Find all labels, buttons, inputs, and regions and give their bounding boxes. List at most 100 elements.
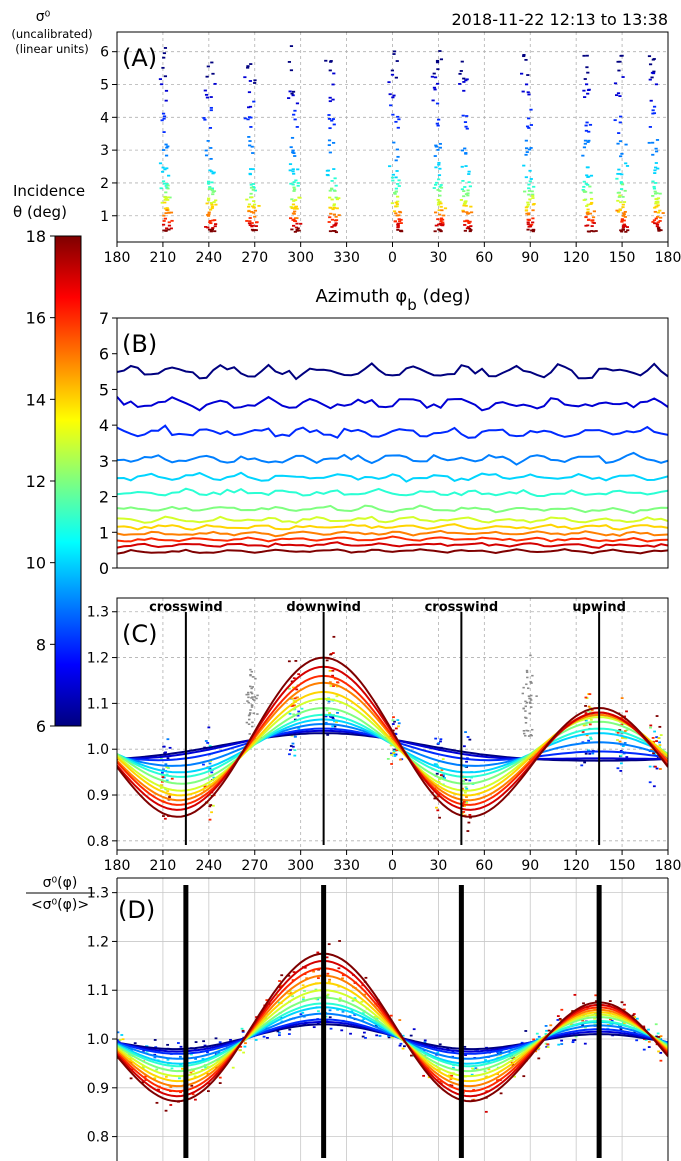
scatter-point	[532, 186, 535, 188]
scatter-point	[624, 190, 627, 192]
scatter-point	[292, 187, 295, 189]
scatter-point	[331, 180, 334, 182]
scatter-point	[130, 1077, 133, 1079]
scatter-point	[247, 210, 250, 212]
scatter-point	[329, 100, 332, 102]
x-tick-label: 60	[475, 250, 493, 266]
scatter-point	[250, 187, 253, 189]
scatter-point	[392, 723, 395, 725]
scatter-point	[394, 121, 397, 123]
scatter-point	[207, 66, 210, 68]
scatter-point	[333, 225, 336, 227]
scatter-point	[657, 227, 660, 229]
scatter-point	[205, 150, 208, 152]
scatter-point	[204, 90, 207, 92]
scatter-point	[289, 713, 292, 715]
x-tick-label: 210	[150, 250, 177, 266]
scatter-point	[464, 792, 467, 794]
scatter-point	[394, 221, 397, 223]
scatter-point	[660, 1035, 663, 1037]
scatter-point	[400, 222, 403, 224]
scatter-point	[313, 1026, 316, 1028]
scatter-point	[653, 106, 656, 108]
scatter-point	[657, 204, 660, 206]
scatter-point	[643, 1049, 646, 1051]
scatter-point	[292, 225, 295, 227]
scatter-point	[616, 173, 619, 175]
scatter-point	[434, 145, 437, 147]
scatter-point	[527, 219, 530, 221]
scatter-point	[324, 60, 327, 62]
scatter-point	[326, 709, 329, 711]
scatter-point	[584, 1043, 587, 1045]
scatter-point	[329, 152, 332, 154]
scatter-point	[657, 1033, 660, 1035]
scatter-point	[621, 76, 624, 78]
scatter-point	[349, 1033, 352, 1035]
scatter-point	[250, 184, 253, 186]
scatter-point	[328, 144, 331, 146]
scatter-point	[301, 708, 304, 710]
scatter-point	[394, 206, 397, 208]
scatter-point	[649, 79, 652, 81]
scatter-point	[292, 150, 295, 152]
scatter-point	[391, 96, 394, 98]
scatter-point	[250, 692, 252, 694]
scatter-point	[436, 103, 439, 105]
scatter-point	[621, 206, 624, 208]
scatter-point	[326, 973, 329, 975]
scatter-point	[210, 96, 213, 98]
scatter-point	[396, 229, 399, 231]
scatter-point	[211, 193, 214, 195]
scatter-point	[524, 735, 526, 737]
x-tick-label: 240	[195, 858, 222, 874]
scatter-point	[535, 695, 537, 697]
scatter-point	[525, 722, 527, 724]
scatter-point	[214, 199, 217, 201]
scatter-point	[588, 753, 591, 755]
scatter-point	[177, 1042, 180, 1044]
scatter-point	[618, 195, 621, 197]
scatter-point	[522, 687, 524, 689]
scatter-point	[207, 198, 210, 200]
scatter-point	[659, 1060, 662, 1062]
scatter-point	[229, 1039, 232, 1041]
scatter-point	[531, 729, 533, 731]
scatter-point	[394, 212, 397, 214]
scatter-point	[618, 61, 621, 63]
scatter-point	[288, 1033, 291, 1035]
panel-d-ylabel-numerator: σ⁰(φ)	[43, 875, 78, 891]
scatter-point	[437, 178, 440, 180]
scatter-point	[585, 122, 588, 124]
scatter-point	[617, 169, 620, 171]
scatter-point	[162, 224, 165, 226]
scatter-point	[393, 192, 396, 194]
scatter-point	[292, 219, 295, 221]
scatter-point	[297, 227, 300, 229]
scatter-point	[584, 225, 587, 227]
scatter-point	[255, 221, 258, 223]
x-tick-label: 180	[655, 858, 681, 874]
scatter-point	[589, 724, 592, 726]
scatter-point	[396, 149, 399, 151]
scatter-point	[434, 738, 437, 740]
scatter-point	[205, 740, 208, 742]
scatter-point	[212, 191, 215, 193]
scatter-point	[526, 202, 529, 204]
scatter-point	[469, 185, 472, 187]
scatter-point	[589, 192, 592, 194]
scatter-point	[297, 711, 300, 713]
scatter-point	[396, 60, 399, 62]
scatter-point	[333, 207, 336, 209]
scatter-point	[549, 1024, 552, 1026]
scatter-point	[653, 222, 656, 224]
scatter-point	[586, 72, 589, 74]
scatter-point	[207, 1090, 210, 1092]
colorbar-tick-label: 6	[36, 717, 46, 736]
scatter-point	[294, 698, 297, 700]
scatter-point	[436, 123, 439, 125]
scatter-point	[251, 205, 254, 207]
scatter-point	[436, 809, 439, 811]
scatter-point	[340, 1029, 343, 1031]
x-tick-label: 30	[430, 250, 448, 266]
